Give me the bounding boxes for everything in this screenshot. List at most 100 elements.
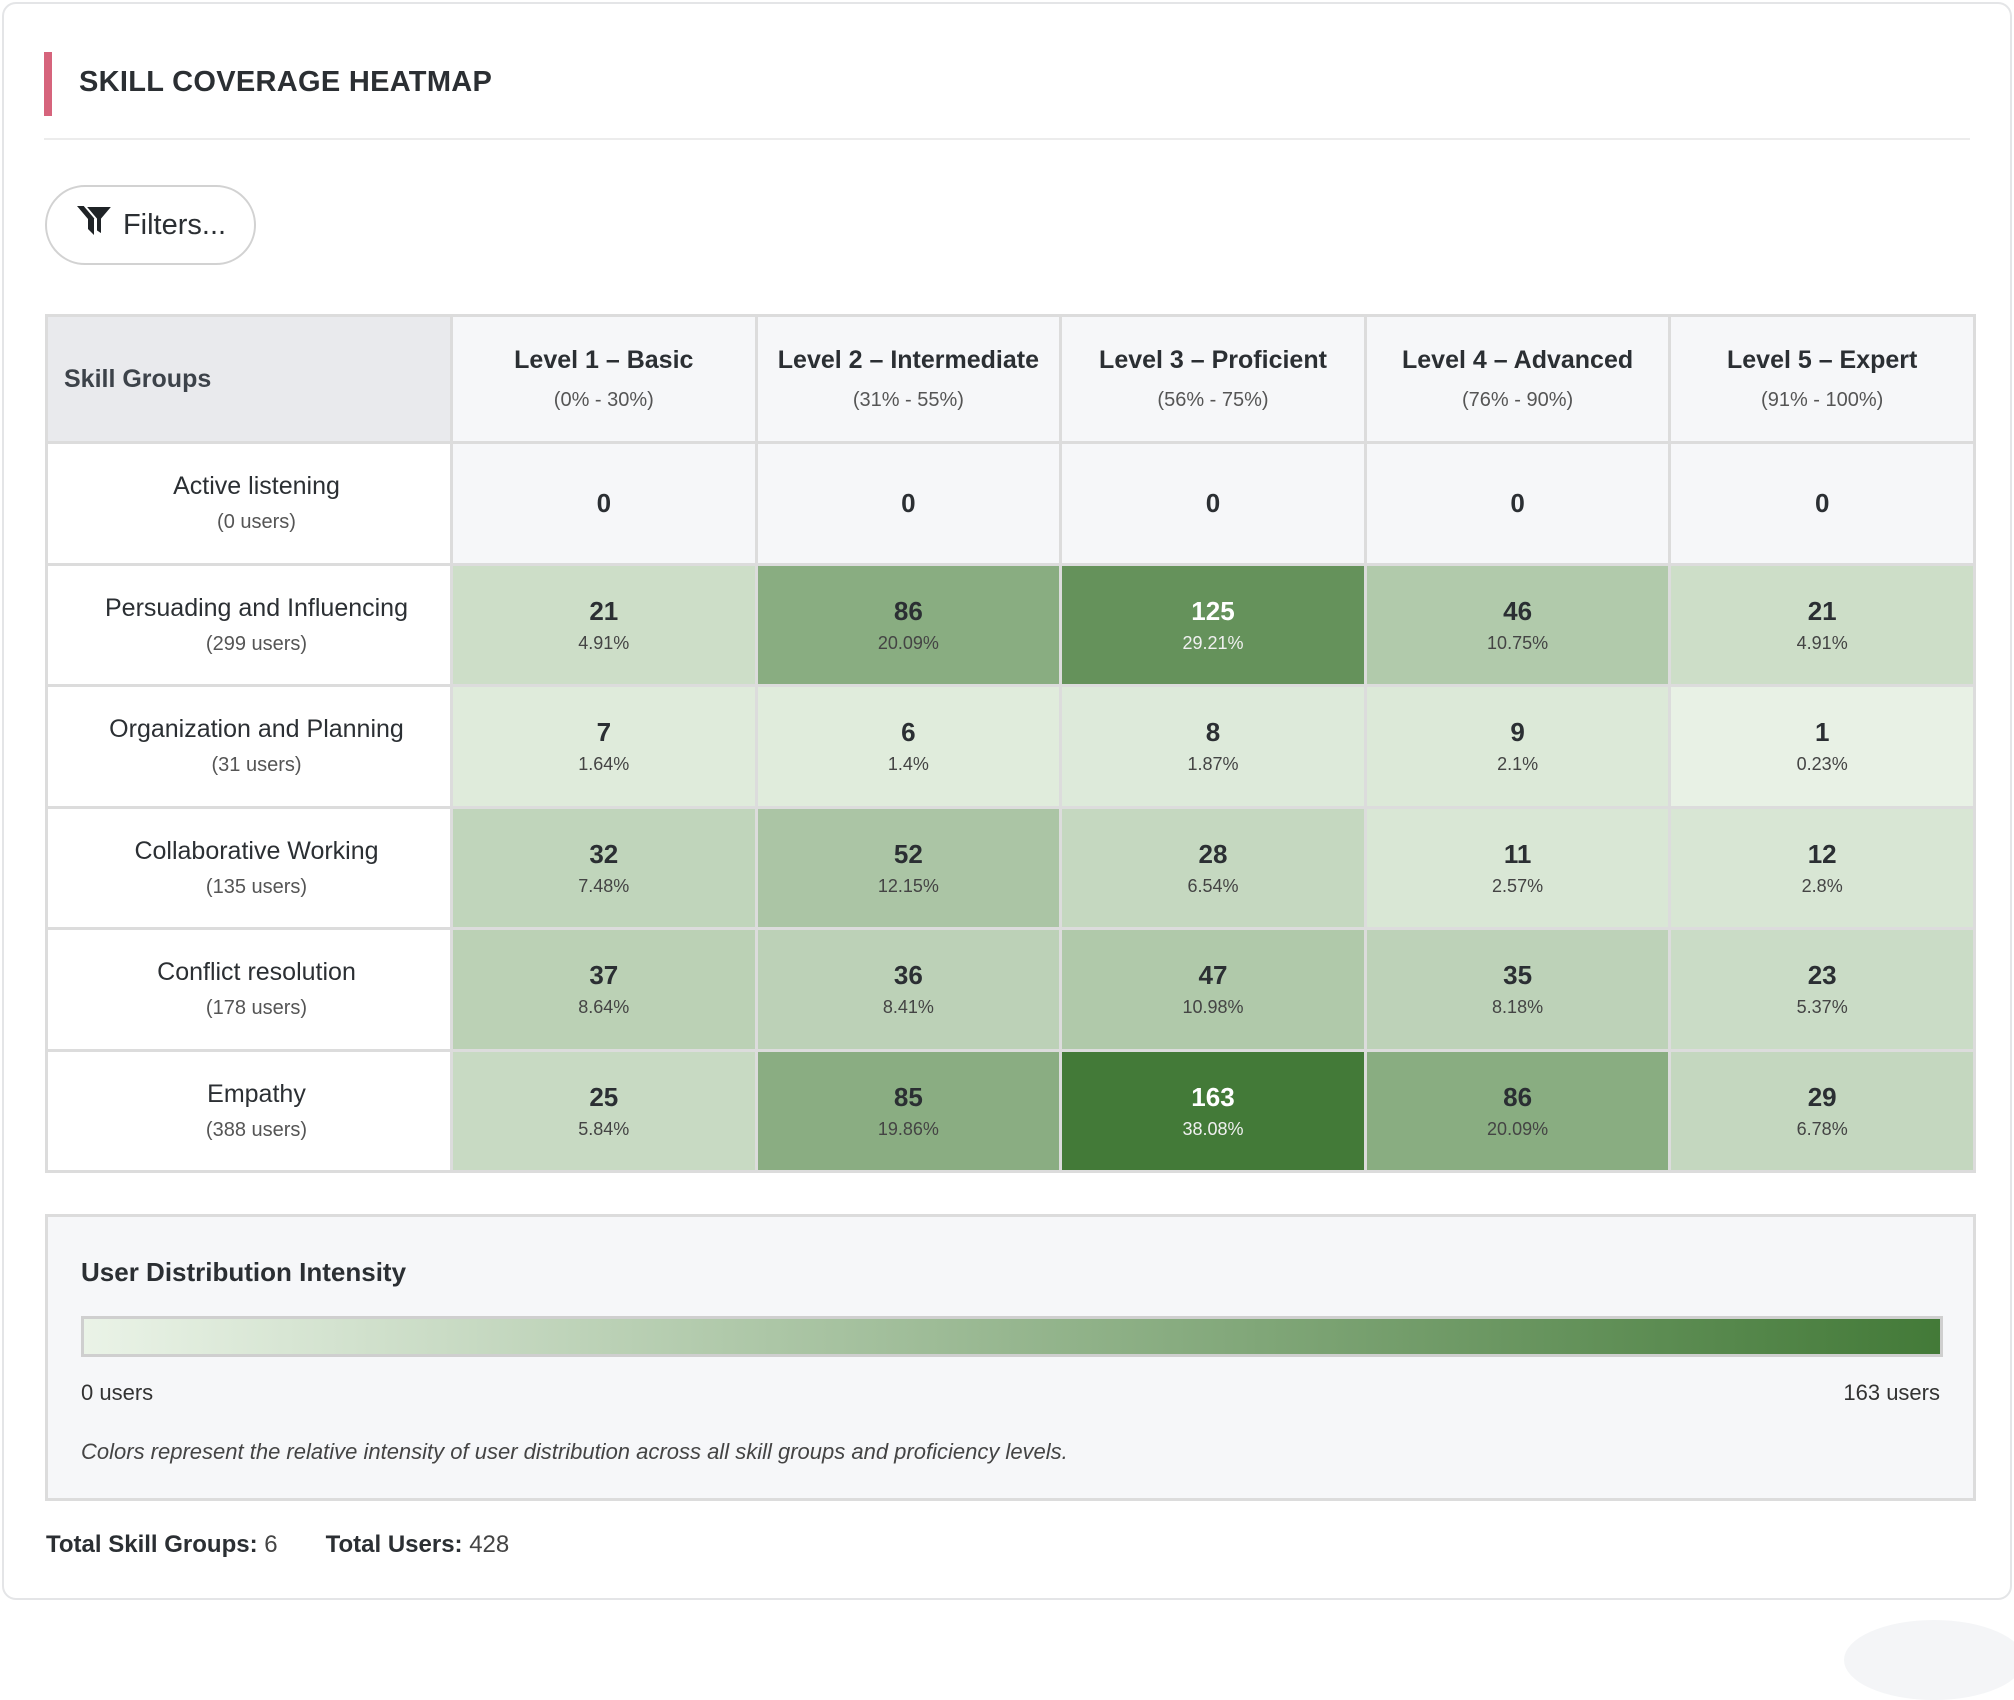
skill-group-name: Conflict resolution [157,958,356,987]
heatmap-cell[interactable]: 32 7.48% [450,805,758,930]
cell-count: 86 [893,595,923,626]
heatmap-cell[interactable]: 28 6.54% [1059,805,1367,930]
heatmap-cell[interactable]: 163 38.08% [1059,1048,1367,1173]
skill-group-name: Collaborative Working [134,836,379,865]
cell-count: 9 [1510,717,1525,748]
heatmap-cell[interactable]: 11 2.57% [1363,805,1672,930]
divider [44,138,1970,140]
skill-group-name: Persuading and Influencing [104,593,408,622]
cell-percent: 12.15% [877,875,939,896]
skill-groups-header: Skill Groups [45,314,453,444]
cell-count: 37 [589,960,619,991]
cell-count: 29 [1807,1081,1837,1112]
heatmap-cell[interactable]: 52 12.15% [754,805,1063,930]
cell-count: 35 [1503,960,1533,991]
legend-gradient-bar [81,1316,1943,1357]
legend-min-label: 0 users [81,1380,154,1405]
cell-count: 23 [1807,960,1837,991]
table-row: Collaborative Working (135 users) 32 7.48% 5… [45,805,1976,930]
level-label: Level 3 – Proficient [1099,346,1327,374]
heatmap-cell[interactable]: 35 8.18% [1363,927,1672,1052]
heatmap-cell[interactable]: 0 [754,441,1063,566]
cell-count: 0 [596,487,612,518]
heatmap-cell[interactable]: 86 20.09% [1363,1048,1672,1173]
cell-count: 25 [589,1081,619,1112]
skill-group-users: (135 users) [205,875,308,898]
filters-label: Filters... [122,208,227,241]
cell-percent: 4.91% [578,632,630,653]
heatmap-cell[interactable]: 85 19.86% [754,1048,1063,1173]
level-range: (56% - 75%) [1157,389,1269,411]
cell-percent: 8.41% [882,997,934,1018]
skill-group-cell: Collaborative Working (135 users) [45,805,453,930]
skill-group-name: Active listening [173,472,340,501]
cell-percent: 19.86% [877,1118,939,1139]
cell-percent: 0.23% [1796,754,1848,775]
heatmap-cell[interactable]: 47 10.98% [1059,927,1367,1052]
level-range: (31% - 55%) [852,389,964,411]
skill-group-users: (31 users) [211,754,302,777]
heatmap-cell[interactable]: 29 6.78% [1668,1048,1976,1173]
cell-count: 163 [1191,1081,1235,1112]
cell-count: 85 [893,1081,923,1112]
level-range: (91% - 100%) [1761,389,1884,411]
heatmap-cell[interactable]: 0 [450,441,758,566]
level-header: Level 3 – Proficient (56% - 75%) [1059,314,1367,444]
heatmap-cell[interactable]: 21 4.91% [450,562,758,687]
heatmap-cell[interactable]: 9 2.1% [1363,684,1672,809]
legend-title: User Distribution Intensity [81,1257,407,1287]
heatmap-cell[interactable]: 37 8.64% [450,927,758,1052]
legend-panel: User Distribution Intensity 0 users 163 … [45,1214,1976,1501]
cell-count: 0 [1510,487,1525,518]
cell-count: 12 [1807,838,1837,869]
floating-widget [1844,1620,2014,1700]
skill-group-name: Empathy [207,1079,306,1108]
cell-percent: 5.37% [1796,997,1848,1018]
cell-count: 1 [1814,717,1830,748]
heatmap-cell[interactable]: 46 10.75% [1363,562,1672,687]
heatmap-cell[interactable]: 23 5.37% [1668,927,1976,1052]
skill-group-users: (178 users) [205,997,308,1020]
heatmap-cell[interactable]: 0 [1363,441,1672,566]
total-skill-groups-value: 6 [264,1531,278,1558]
skill-group-users: (0 users) [217,511,296,534]
cell-percent: 8.64% [578,997,630,1018]
heatmap-cell[interactable]: 1 0.23% [1668,684,1976,809]
total-users: Total Users: 428 [326,1531,510,1559]
cell-count: 0 [901,487,916,518]
legend-note: Colors represent the relative intensity … [81,1439,1068,1464]
table-row: Empathy (388 users) 25 5.84% 85 19.86% 163 38.0… [45,1048,1976,1173]
heatmap-cell[interactable]: 86 20.09% [754,562,1063,687]
total-skill-groups: Total Skill Groups: 6 [46,1531,278,1559]
level-header: Level 5 – Expert (91% - 100%) [1668,314,1976,444]
level-label: Level 1 – Basic [514,346,694,374]
heatmap-cell[interactable]: 25 5.84% [450,1048,758,1173]
cell-count: 46 [1503,595,1533,626]
level-label: Level 2 – Intermediate [777,346,1039,374]
cell-count: 28 [1198,838,1228,869]
level-label: Level 5 – Expert [1726,346,1918,374]
cell-count: 6 [901,717,916,748]
title-accent-bar [44,52,52,116]
heatmap-cell[interactable]: 7 1.64% [450,684,758,809]
heatmap-cell[interactable]: 8 1.87% [1059,684,1367,809]
heatmap-cell[interactable]: 0 [1059,441,1367,566]
heatmap-cell[interactable]: 6 1.4% [754,684,1063,809]
summary-footer: Total Skill Groups: 6 Total Users: 428 [46,1531,509,1559]
filters-button[interactable]: Filters... [45,185,256,265]
skill-group-name: Organization and Planning [109,715,404,744]
heatmap-cell[interactable]: 36 8.41% [754,927,1063,1052]
skill-group-cell: Active listening (0 users) [45,441,453,566]
cell-count: 36 [893,960,923,991]
total-users-value: 428 [469,1531,510,1558]
cell-count: 11 [1503,838,1532,869]
level-range: (0% - 30%) [553,389,654,411]
heatmap-cell[interactable]: 21 4.91% [1668,562,1976,687]
table-row: Organization and Planning (31 users) 7 1.64… [45,684,1976,809]
heatmap-cell[interactable]: 125 29.21% [1059,562,1367,687]
cell-percent: 10.98% [1182,997,1244,1018]
cell-percent: 2.1% [1497,754,1539,775]
cell-percent: 20.09% [877,632,939,653]
heatmap-cell[interactable]: 0 [1668,441,1976,566]
heatmap-cell[interactable]: 12 2.8% [1668,805,1976,930]
